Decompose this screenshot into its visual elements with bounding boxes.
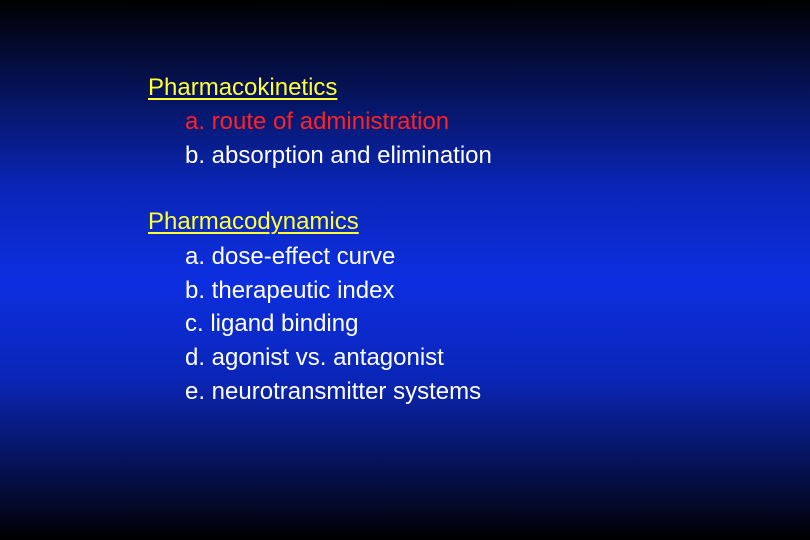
list-item: b. absorption and elimination: [185, 142, 492, 169]
list-item: b. therapeutic index: [185, 277, 395, 304]
list-item: e. neurotransmitter systems: [185, 378, 482, 405]
section-heading: Pharmacokinetics: [148, 74, 338, 101]
section-heading: Pharmacodynamics: [148, 208, 359, 235]
list-item: a. dose-effect curve: [185, 243, 396, 270]
list-item: c. ligand binding: [185, 310, 359, 337]
list-item: d. agonist vs. antagonist: [185, 344, 444, 371]
list-item: a. route of administration: [185, 108, 450, 135]
